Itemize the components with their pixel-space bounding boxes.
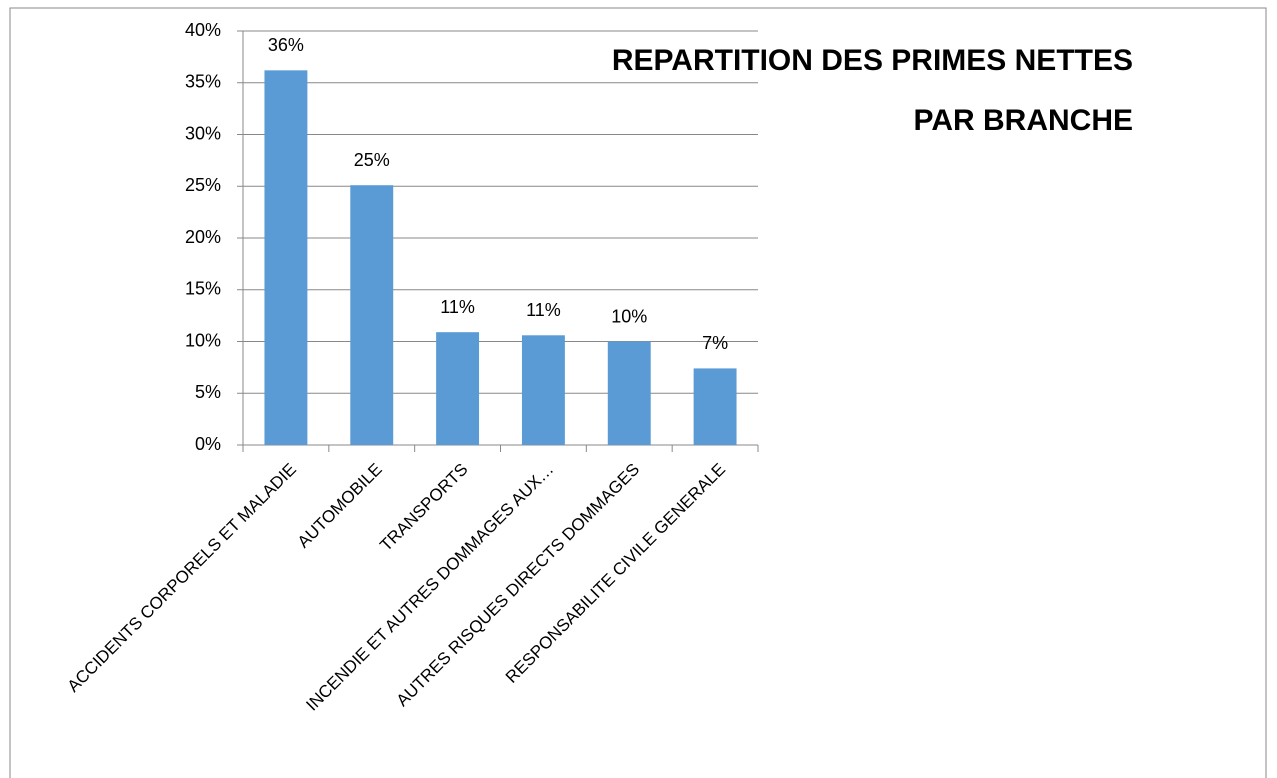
chart-title: PAR BRANCHE <box>914 104 1133 137</box>
y-tick-label: 30% <box>185 123 221 143</box>
data-label: 10% <box>611 306 647 326</box>
data-label: 25% <box>354 150 390 170</box>
data-label: 36% <box>268 35 304 55</box>
bar <box>693 368 737 445</box>
y-tick-label: 20% <box>185 227 221 247</box>
bar <box>521 335 565 445</box>
y-tick-label: 5% <box>195 382 221 402</box>
y-tick-label: 35% <box>185 72 221 92</box>
bar <box>607 341 651 445</box>
data-label: 11% <box>440 297 475 317</box>
data-label: 7% <box>702 333 728 353</box>
bar <box>264 70 308 445</box>
y-tick-label: 0% <box>195 434 221 454</box>
data-label: 11% <box>526 300 561 320</box>
chart-title: REPARTITION DES PRIMES NETTES <box>612 44 1133 77</box>
y-tick-label: 15% <box>185 279 221 299</box>
bar <box>436 332 480 445</box>
bar <box>350 185 394 445</box>
y-tick-label: 25% <box>185 175 221 195</box>
y-tick-label: 40% <box>185 20 221 40</box>
y-tick-label: 10% <box>185 330 221 350</box>
